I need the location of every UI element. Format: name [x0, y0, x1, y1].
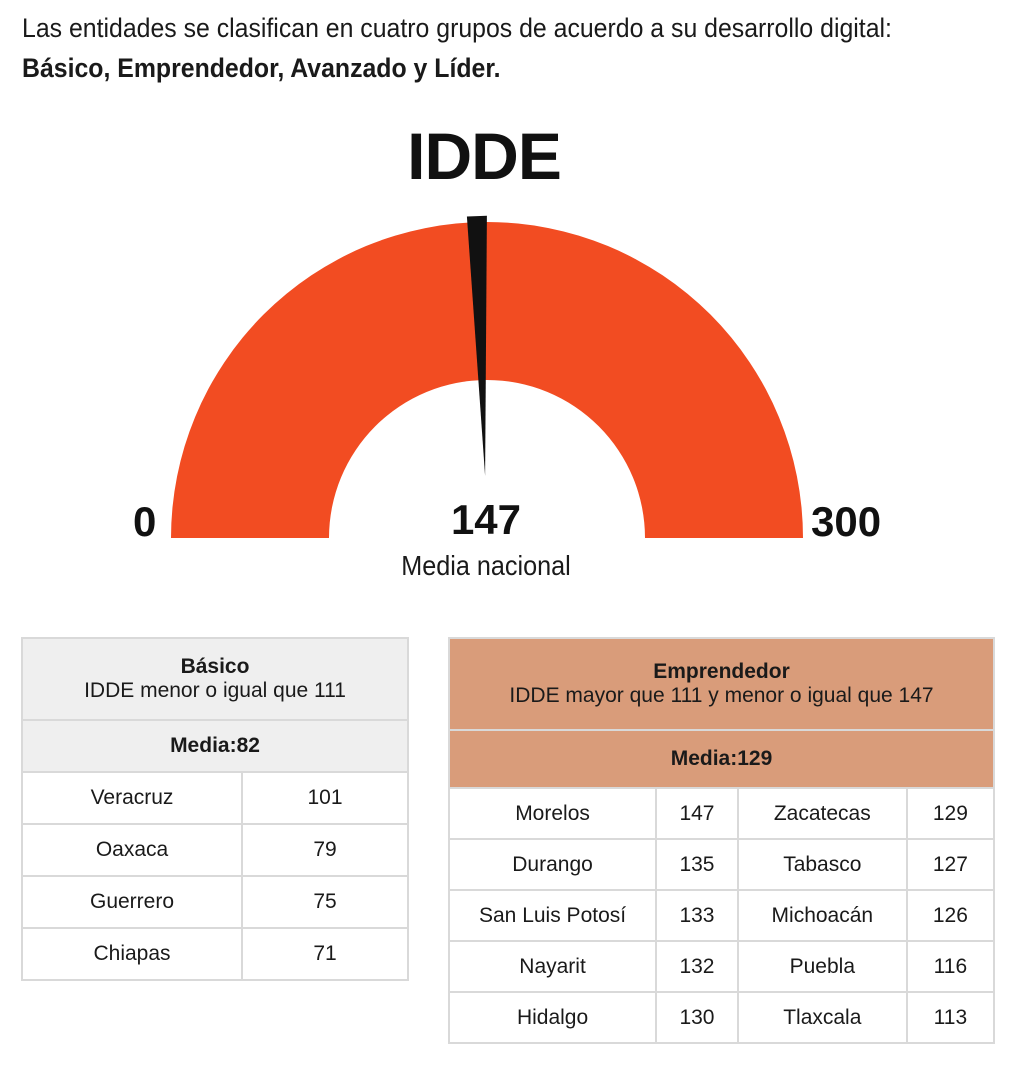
state-cell: Veracruz — [20, 771, 244, 825]
value-cell: 116 — [905, 940, 996, 993]
basico-header: Básico IDDE menor o igual que 111 — [21, 637, 409, 721]
intro-line-1: Las entidades se clasifican en cuatro gr… — [22, 13, 892, 43]
gauge-arc — [171, 222, 803, 538]
emprendedor-header: Emprendedor IDDE mayor que 111 y menor o… — [448, 637, 995, 731]
state-cell: Tlaxcala — [736, 991, 908, 1044]
state-cell: Michoacán — [736, 889, 908, 942]
gauge-value-caption: Media nacional — [401, 550, 571, 581]
gauge-value-label: 147 — [450, 496, 522, 543]
value-cell: 127 — [905, 838, 996, 891]
table-row: Guerrero 75 — [20, 875, 409, 929]
state-cell: Tabasco — [736, 838, 908, 891]
gauge-chart — [171, 215, 803, 538]
value-cell: 126 — [905, 889, 996, 942]
emprendedor-media: Media:129 — [448, 729, 995, 789]
state-cell: Hidalgo — [447, 991, 658, 1044]
state-cell: San Luis Potosí — [447, 889, 658, 942]
value-cell: 113 — [905, 991, 996, 1044]
state-cell: Durango — [447, 838, 658, 891]
state-cell: Nayarit — [447, 940, 658, 993]
table-row: Hidalgo 130 Tlaxcala 113 — [447, 991, 996, 1044]
value-cell: 101 — [241, 771, 409, 825]
intro-line-2: Básico, Emprendedor, Avanzado y Líder. — [22, 53, 501, 83]
value-cell: 79 — [241, 823, 409, 877]
basico-name: Básico — [180, 655, 250, 678]
value-cell: 75 — [241, 875, 409, 929]
gauge-needle — [466, 215, 487, 477]
intro-text: Las entidades se clasifican en cuatro gr… — [22, 8, 924, 88]
state-cell: Zacatecas — [736, 787, 908, 840]
value-cell: 71 — [241, 927, 409, 981]
state-cell: Puebla — [736, 940, 908, 993]
basico-table: Básico IDDE menor o igual que 111 Media:… — [20, 637, 409, 981]
value-cell: 147 — [655, 787, 739, 840]
value-cell: 133 — [655, 889, 739, 942]
table-row: San Luis Potosí 133 Michoacán 126 — [447, 889, 996, 942]
table-row: Nayarit 132 Puebla 116 — [447, 940, 996, 993]
gauge-min-label: 0 — [133, 498, 157, 545]
value-cell: 130 — [655, 991, 739, 1044]
table-row: Chiapas 71 — [20, 927, 409, 981]
emprendedor-table: Emprendedor IDDE mayor que 111 y menor o… — [447, 637, 996, 1044]
gauge-title: IDDE — [407, 119, 562, 193]
gauge-max-label: 300 — [811, 498, 882, 545]
basico-rule: IDDE menor o igual que 111 — [84, 679, 346, 702]
table-row: Veracruz 101 — [20, 771, 409, 825]
table-row: Morelos 147 Zacatecas 129 — [447, 787, 996, 840]
value-cell: 132 — [655, 940, 739, 993]
table-row: Oaxaca 79 — [20, 823, 409, 877]
state-cell: Chiapas — [20, 927, 244, 981]
state-cell: Morelos — [447, 787, 658, 840]
table-row: Durango 135 Tabasco 127 — [447, 838, 996, 891]
state-cell: Oaxaca — [20, 823, 244, 877]
state-cell: Guerrero — [20, 875, 244, 929]
value-cell: 135 — [655, 838, 739, 891]
value-cell: 129 — [905, 787, 996, 840]
emprendedor-name: Emprendedor — [653, 660, 790, 683]
emprendedor-rule: IDDE mayor que 111 y menor o igual que 1… — [509, 684, 934, 707]
basico-media: Media:82 — [21, 719, 409, 773]
